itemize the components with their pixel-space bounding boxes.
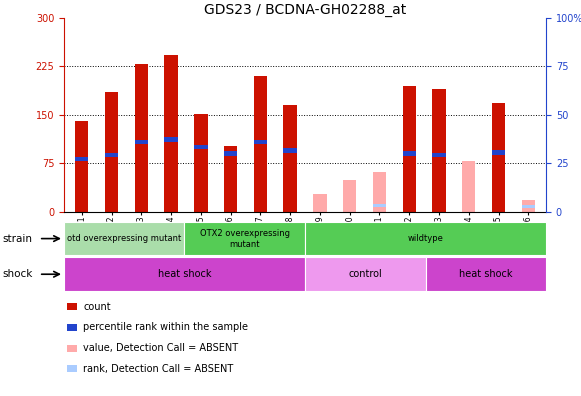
Bar bbox=[305, 222, 546, 255]
Text: OTX2 overexpressing
mutant: OTX2 overexpressing mutant bbox=[200, 228, 290, 249]
Bar bbox=[194, 114, 207, 212]
Bar bbox=[284, 148, 297, 153]
Bar bbox=[105, 153, 119, 157]
Bar bbox=[75, 156, 88, 161]
Bar bbox=[403, 151, 416, 156]
Bar bbox=[373, 204, 386, 207]
Bar bbox=[425, 257, 546, 291]
Text: rank, Detection Call = ABSENT: rank, Detection Call = ABSENT bbox=[83, 364, 234, 374]
Text: shock: shock bbox=[3, 269, 33, 280]
Text: wildtype: wildtype bbox=[408, 234, 443, 243]
Bar bbox=[135, 140, 148, 144]
Bar bbox=[185, 222, 305, 255]
Bar bbox=[284, 105, 297, 212]
Bar bbox=[64, 222, 185, 255]
Bar bbox=[432, 89, 446, 212]
Bar bbox=[224, 146, 237, 212]
Bar bbox=[194, 145, 207, 149]
Bar bbox=[254, 76, 267, 212]
Bar bbox=[492, 103, 505, 212]
Bar bbox=[75, 121, 88, 212]
Text: otd overexpressing mutant: otd overexpressing mutant bbox=[67, 234, 181, 243]
Text: heat shock: heat shock bbox=[157, 269, 211, 279]
Text: strain: strain bbox=[3, 234, 33, 244]
Text: heat shock: heat shock bbox=[459, 269, 512, 279]
Text: control: control bbox=[349, 269, 382, 279]
Bar bbox=[305, 257, 425, 291]
Bar bbox=[105, 92, 119, 212]
Bar bbox=[522, 205, 535, 208]
Bar bbox=[313, 194, 327, 212]
Title: GDS23 / BCDNA-GH02288_at: GDS23 / BCDNA-GH02288_at bbox=[204, 3, 406, 17]
Bar bbox=[224, 151, 237, 156]
Bar bbox=[462, 162, 475, 212]
Bar bbox=[343, 179, 356, 212]
Bar bbox=[64, 257, 305, 291]
Text: percentile rank within the sample: percentile rank within the sample bbox=[83, 322, 248, 333]
Bar bbox=[164, 55, 178, 212]
Text: count: count bbox=[83, 302, 111, 312]
Bar bbox=[373, 172, 386, 212]
Bar bbox=[492, 150, 505, 154]
Bar bbox=[403, 86, 416, 212]
Bar bbox=[432, 153, 446, 157]
Bar bbox=[254, 140, 267, 144]
Bar bbox=[522, 200, 535, 212]
Text: value, Detection Call = ABSENT: value, Detection Call = ABSENT bbox=[83, 343, 238, 353]
Bar bbox=[135, 65, 148, 212]
Bar bbox=[164, 137, 178, 142]
